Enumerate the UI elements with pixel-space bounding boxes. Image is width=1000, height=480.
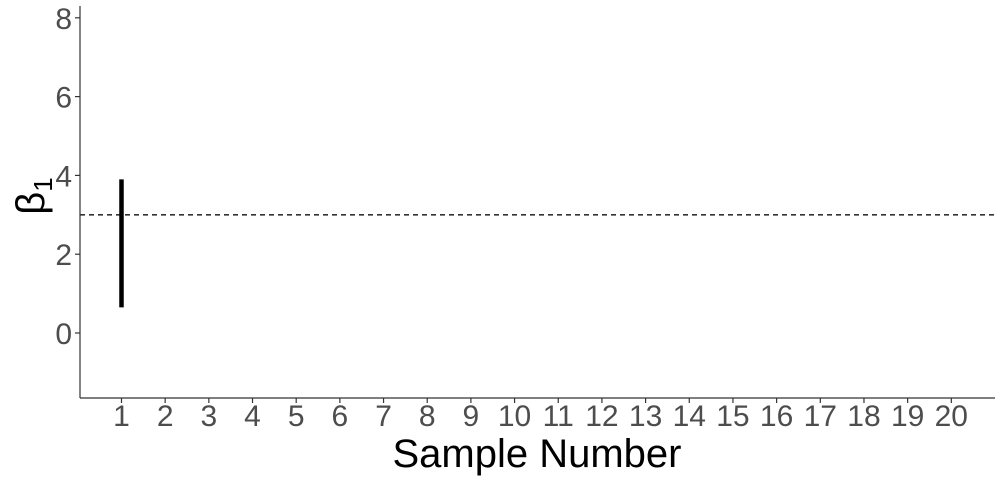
- axes: [79, 6, 995, 399]
- x-tick-label-7: 7: [375, 400, 392, 433]
- x-axis-title: Sample Number: [392, 432, 681, 476]
- x-tick-label-19: 19: [891, 400, 924, 433]
- x-tick-label-5: 5: [288, 400, 305, 433]
- x-tick-label-11: 11: [543, 400, 574, 433]
- x-tick-label-6: 6: [332, 400, 349, 433]
- x-tick-label-16: 16: [760, 400, 793, 433]
- x-tick-label-13: 13: [629, 400, 662, 433]
- x-tick-label-2: 2: [157, 400, 174, 433]
- y-tick-label-4: 4: [55, 160, 72, 193]
- y-tick-label-6: 6: [55, 82, 72, 115]
- x-tick-label-1: 1: [113, 400, 130, 433]
- x-tick-label-10: 10: [498, 400, 531, 433]
- plot-area: [80, 179, 995, 308]
- x-tick-label-14: 14: [673, 400, 706, 433]
- x-tick-label-18: 18: [847, 400, 880, 433]
- x-tick-label-4: 4: [244, 400, 261, 433]
- y-tick-label-0: 0: [55, 318, 72, 351]
- x-tick-label-20: 20: [935, 400, 968, 433]
- x-tick-label-17: 17: [804, 400, 837, 433]
- x-tick-label-12: 12: [585, 400, 618, 433]
- y-tick-label-2: 2: [55, 239, 72, 272]
- y-axis-title: β1: [9, 177, 58, 214]
- y-axis-title-symbol: β: [9, 192, 53, 215]
- x-tick-label-15: 15: [716, 400, 749, 433]
- y-axis-title-subscript: 1: [28, 177, 58, 191]
- y-tick-label-8: 8: [55, 3, 72, 36]
- x-tick-label-3: 3: [200, 400, 217, 433]
- x-tick-label-8: 8: [419, 400, 436, 433]
- x-tick-label-9: 9: [463, 400, 480, 433]
